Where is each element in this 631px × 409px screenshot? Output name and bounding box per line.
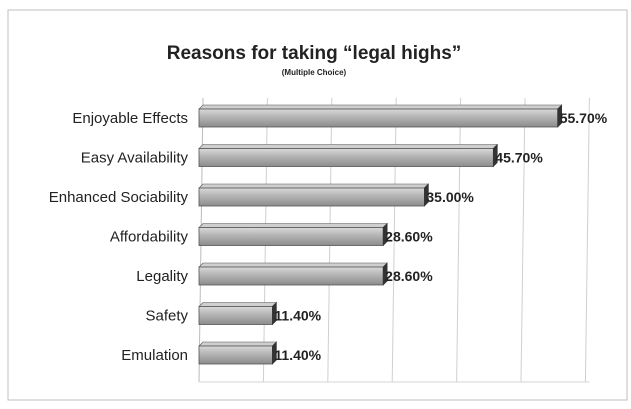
category-label: Emulation <box>121 347 188 364</box>
chart-subtitle: (Multiple Choice) <box>282 68 347 77</box>
category-labels: Enjoyable Effects Easy Availability Enhanc… <box>49 110 189 364</box>
bar-top <box>198 144 499 149</box>
bar-end <box>557 104 563 128</box>
bar-top <box>198 223 388 228</box>
data-label: 55.70% <box>560 110 608 126</box>
bar-end <box>272 301 277 326</box>
bar-top <box>198 183 430 189</box>
data-label: 28.60% <box>385 229 433 245</box>
data-label: 11.40% <box>274 308 321 324</box>
data-label: 28.60% <box>385 268 433 284</box>
bar-top <box>198 262 388 268</box>
bar-top <box>198 341 278 347</box>
bar-end <box>493 143 498 168</box>
bar-top <box>198 302 278 307</box>
bars <box>198 104 563 365</box>
bar <box>198 227 384 246</box>
data-label: 11.40% <box>274 347 321 363</box>
data-label: 35.00% <box>426 189 474 205</box>
bar <box>198 306 273 325</box>
gridline <box>520 97 526 383</box>
bar-end <box>382 222 388 247</box>
category-label: Enjoyable Effects <box>72 110 188 127</box>
bar-end <box>424 183 429 207</box>
category-label: Legality <box>136 268 188 285</box>
category-label: Affordability <box>110 229 189 246</box>
bar <box>198 345 273 365</box>
bar-top <box>198 104 563 110</box>
category-label: Enhanced Sociability <box>49 189 189 206</box>
bar <box>198 266 384 286</box>
bar <box>198 148 494 167</box>
bar <box>198 187 425 207</box>
bar-end <box>272 341 277 365</box>
bar <box>198 108 559 128</box>
category-label: Easy Availability <box>81 150 189 167</box>
data-labels: 55.70% 45.70% 35.00% 28.60% 28.60% 11.40% 11.4… <box>274 110 607 363</box>
chart-title: Reasons for taking “legal highs” <box>167 43 462 64</box>
bar-end <box>382 262 388 286</box>
category-label: Safety <box>145 308 188 325</box>
data-label: 45.70% <box>495 150 543 166</box>
gridline <box>584 97 590 383</box>
